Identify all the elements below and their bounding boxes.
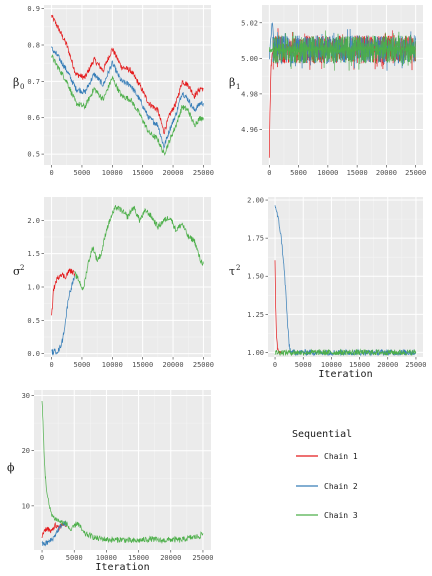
series-line-chain-1 [51, 267, 76, 316]
legend-label-chain-1: Chain 1 [324, 452, 358, 461]
x-tick-label: 10000 [102, 169, 123, 177]
y-tick-label: 4.96 [241, 126, 258, 134]
x-tick-label: 15000 [132, 169, 153, 177]
x-tick-label: 5000 [74, 361, 91, 369]
y-tick-label: 5.02 [241, 19, 258, 27]
y-tick-label: 2.00 [247, 197, 264, 205]
legend: Sequential Chain 1 Chain 2 Chain 3 [292, 429, 358, 520]
panel-4: 0 5000 10000 15000 20000 25000 1.00 1.25 1.50 1.7… [229, 197, 426, 380]
y-axis-label: σ [13, 265, 21, 278]
y-axis-label: τ [229, 265, 235, 278]
series-line-chain-1 [274, 260, 281, 355]
y-tick-label: 1.00 [247, 349, 264, 357]
y-axis-label-sub: 2 [236, 264, 240, 272]
legend-title: Sequential [292, 429, 352, 440]
x-tick-label: 5000 [74, 169, 91, 177]
series-line-chain-2 [51, 46, 204, 150]
x-tick-label: 25000 [405, 169, 426, 177]
series-line-chain-3 [74, 205, 204, 291]
x-tick-label: 15000 [128, 554, 149, 562]
x-tick-label: 0 [49, 169, 53, 177]
x-tick-label: 0 [40, 554, 44, 562]
x-tick-label: 25000 [192, 554, 213, 562]
y-axis-label: β [13, 76, 19, 89]
series-line-chain-2 [51, 275, 75, 356]
y-tick-label: 0.6 [27, 114, 40, 122]
x-tick-label: 10000 [96, 554, 117, 562]
x-tick-label: 25000 [405, 361, 426, 369]
series-line-chain-3 [268, 45, 417, 54]
x-tick-label: 25000 [193, 361, 214, 369]
series-line-chain-3 [274, 348, 417, 357]
y-axis-label-sub: 2 [20, 264, 24, 272]
x-tick-label: 20000 [376, 169, 397, 177]
y-tick-label: 1.0 [27, 284, 40, 292]
y-tick-label: 1.25 [247, 311, 264, 319]
band-trace-chain-3 [272, 30, 416, 71]
y-tick-label: 1.75 [247, 235, 264, 243]
x-tick-label: 20000 [160, 554, 181, 562]
x-tick-label: 20000 [163, 169, 184, 177]
series-line-chain-3 [41, 400, 204, 544]
y-tick-label: 0.5 [27, 317, 40, 325]
y-tick-label: 4.98 [241, 90, 258, 98]
series-line-chain-1 [51, 14, 204, 135]
x-tick-label: 10000 [317, 169, 338, 177]
legend-label-chain-3: Chain 3 [324, 511, 358, 520]
y-tick-label: 5.00 [241, 55, 258, 63]
x-tick-label: 15000 [132, 361, 153, 369]
x-tick-label: 25000 [193, 169, 214, 177]
y-tick-label: 1.50 [247, 273, 264, 281]
y-tick-label: 1.5 [27, 250, 40, 258]
x-axis-label: Iteration [95, 562, 149, 573]
x-tick-label: 20000 [163, 361, 184, 369]
panel-5: 0 5000 10000 15000 20000 25000 10 20 30 ϕ Iteratio… [7, 390, 213, 573]
x-tick-label: 10000 [321, 361, 342, 369]
series-line-chain-2 [268, 22, 276, 60]
x-tick-label: 0 [49, 361, 53, 369]
y-tick-label: 20 [22, 447, 30, 455]
y-axis-label-sub: 0 [20, 83, 24, 91]
x-tick-label: 15000 [349, 361, 370, 369]
x-tick-label: 5000 [66, 554, 83, 562]
y-axis-label-sub: 1 [236, 83, 240, 91]
x-tick-label: 15000 [347, 169, 368, 177]
y-tick-label: 0.8 [27, 42, 40, 50]
y-tick-label: 0.7 [27, 78, 40, 86]
x-tick-label: 10000 [102, 361, 123, 369]
y-tick-label: 30 [22, 392, 30, 400]
y-tick-label: 0.5 [27, 151, 40, 159]
x-tick-label: 5000 [290, 169, 307, 177]
x-tick-label: 0 [273, 361, 277, 369]
legend-label-chain-2: Chain 2 [324, 482, 358, 491]
x-axis-label: Iteration [318, 369, 372, 380]
y-tick-label: 0.0 [27, 350, 40, 358]
panel-2: 0 5000 10000 15000 20000 25000 4.96 4.98 5.00 5.0… [229, 5, 426, 177]
panel-3: 0 5000 10000 15000 20000 25000 0.0 0.5 1.0 1.5 2.0… [13, 197, 214, 369]
y-axis-label: ϕ [7, 461, 15, 474]
y-tick-label: 2.0 [27, 217, 40, 225]
y-tick-label: 10 [22, 502, 30, 510]
x-tick-label: 5000 [295, 361, 312, 369]
panel-1: 0 5000 10000 15000 20000 25000 0.5 0.6 0.7 0.8 0.9… [13, 5, 214, 177]
x-tick-label: 0 [267, 169, 271, 177]
x-tick-label: 20000 [377, 361, 398, 369]
y-axis-label: β [229, 76, 235, 89]
series-line-chain-3 [51, 54, 204, 156]
y-tick-label: 0.9 [27, 5, 40, 13]
